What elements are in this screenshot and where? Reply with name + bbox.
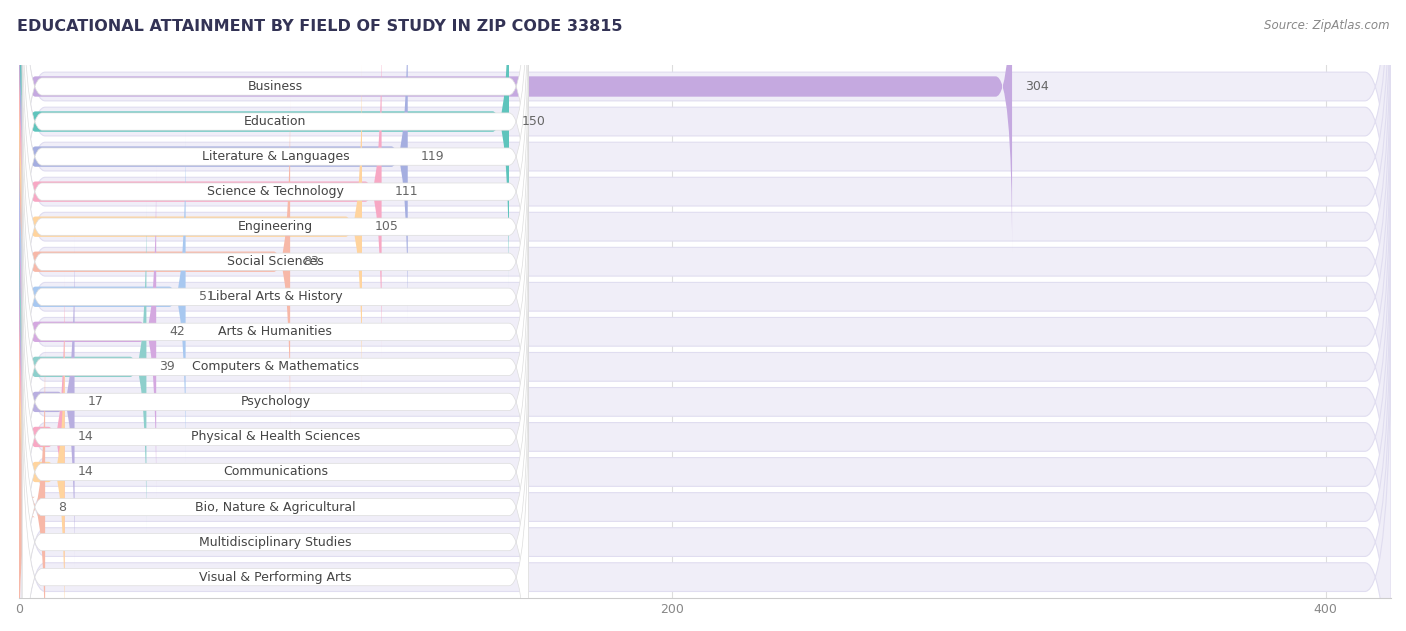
FancyBboxPatch shape — [20, 167, 156, 497]
FancyBboxPatch shape — [20, 0, 1391, 353]
FancyBboxPatch shape — [20, 0, 1391, 528]
FancyBboxPatch shape — [22, 0, 529, 323]
FancyBboxPatch shape — [22, 375, 529, 631]
Text: Communications: Communications — [224, 466, 328, 478]
FancyBboxPatch shape — [20, 0, 1012, 252]
FancyBboxPatch shape — [20, 237, 75, 567]
FancyBboxPatch shape — [20, 31, 1391, 563]
Text: Education: Education — [245, 115, 307, 128]
FancyBboxPatch shape — [20, 311, 1391, 631]
FancyBboxPatch shape — [20, 0, 1391, 493]
FancyBboxPatch shape — [20, 0, 1391, 387]
Text: 42: 42 — [169, 326, 186, 338]
FancyBboxPatch shape — [22, 341, 529, 631]
FancyBboxPatch shape — [20, 202, 146, 532]
Text: 14: 14 — [77, 466, 94, 478]
Text: Engineering: Engineering — [238, 220, 314, 233]
FancyBboxPatch shape — [20, 342, 45, 631]
Text: 83: 83 — [304, 255, 319, 268]
FancyBboxPatch shape — [20, 97, 290, 427]
FancyBboxPatch shape — [22, 60, 529, 463]
Text: Computers & Mathematics: Computers & Mathematics — [193, 360, 359, 374]
Text: Bio, Nature & Agricultural: Bio, Nature & Agricultural — [195, 500, 356, 514]
Text: 51: 51 — [198, 290, 215, 304]
FancyBboxPatch shape — [22, 95, 529, 498]
Text: 8: 8 — [58, 500, 66, 514]
FancyBboxPatch shape — [22, 305, 529, 631]
Text: Physical & Health Sciences: Physical & Health Sciences — [191, 430, 360, 444]
FancyBboxPatch shape — [22, 0, 529, 358]
FancyBboxPatch shape — [20, 0, 408, 322]
Text: 304: 304 — [1025, 80, 1049, 93]
Text: EDUCATIONAL ATTAINMENT BY FIELD OF STUDY IN ZIP CODE 33815: EDUCATIONAL ATTAINMENT BY FIELD OF STUDY… — [17, 19, 623, 34]
Text: 119: 119 — [420, 150, 444, 163]
FancyBboxPatch shape — [20, 0, 1391, 457]
Text: Visual & Performing Arts: Visual & Performing Arts — [200, 570, 352, 584]
FancyBboxPatch shape — [20, 27, 381, 357]
Text: Arts & Humanities: Arts & Humanities — [218, 326, 332, 338]
FancyBboxPatch shape — [22, 165, 529, 569]
FancyBboxPatch shape — [20, 132, 186, 462]
Text: Social Sciences: Social Sciences — [226, 255, 323, 268]
FancyBboxPatch shape — [22, 0, 529, 393]
FancyBboxPatch shape — [22, 200, 529, 603]
Text: Multidisciplinary Studies: Multidisciplinary Studies — [200, 536, 352, 548]
Text: Literature & Languages: Literature & Languages — [201, 150, 349, 163]
Text: 17: 17 — [87, 396, 104, 408]
Text: Source: ZipAtlas.com: Source: ZipAtlas.com — [1264, 19, 1389, 32]
FancyBboxPatch shape — [20, 241, 1391, 631]
FancyBboxPatch shape — [20, 62, 361, 392]
FancyBboxPatch shape — [22, 0, 529, 288]
FancyBboxPatch shape — [20, 0, 509, 286]
FancyBboxPatch shape — [20, 206, 1391, 631]
FancyBboxPatch shape — [22, 25, 529, 428]
Text: Psychology: Psychology — [240, 396, 311, 408]
Text: 150: 150 — [522, 115, 546, 128]
FancyBboxPatch shape — [20, 136, 1391, 631]
FancyBboxPatch shape — [22, 130, 529, 533]
Text: 14: 14 — [77, 430, 94, 444]
Text: 105: 105 — [375, 220, 399, 233]
FancyBboxPatch shape — [20, 0, 1391, 423]
FancyBboxPatch shape — [22, 270, 529, 631]
FancyBboxPatch shape — [20, 171, 1391, 631]
FancyBboxPatch shape — [20, 272, 65, 602]
Text: Business: Business — [247, 80, 304, 93]
Text: 39: 39 — [159, 360, 176, 374]
FancyBboxPatch shape — [22, 235, 529, 631]
FancyBboxPatch shape — [20, 101, 1391, 631]
Text: 111: 111 — [395, 185, 419, 198]
FancyBboxPatch shape — [20, 276, 1391, 631]
Text: Science & Technology: Science & Technology — [207, 185, 344, 198]
FancyBboxPatch shape — [20, 307, 65, 631]
FancyBboxPatch shape — [20, 66, 1391, 598]
Text: Liberal Arts & History: Liberal Arts & History — [208, 290, 342, 304]
